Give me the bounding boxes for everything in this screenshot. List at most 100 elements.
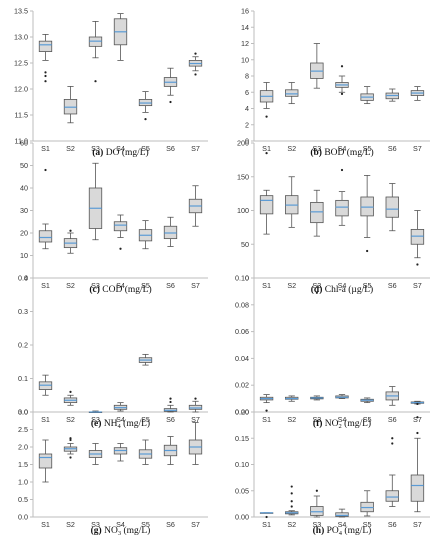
outlier-point	[416, 416, 419, 419]
outlier-point	[315, 489, 318, 492]
outlier-point	[265, 409, 268, 412]
outlier-point	[44, 80, 47, 83]
outlier-point	[119, 247, 122, 250]
outlier-point	[69, 456, 72, 459]
y-tick-label: 12.5	[14, 59, 28, 68]
x-tick-label: S1	[262, 520, 271, 529]
y-tick-label: 0	[24, 274, 28, 283]
x-tick-label: S2	[66, 520, 75, 529]
y-tick-label: 60	[20, 139, 28, 148]
caption-unit: (mg/L)	[342, 418, 371, 429]
caption-text: BOD (mg/L)	[324, 147, 373, 158]
x-tick-label: S6	[388, 281, 397, 290]
outlier-point	[44, 168, 47, 172]
outlier-point	[44, 74, 47, 78]
caption-subscript: 4	[339, 530, 343, 537]
y-tick-label: 0.4	[18, 274, 28, 283]
box	[310, 506, 324, 516]
outlier-point	[340, 65, 344, 68]
y-tick-label: 0.20	[235, 408, 249, 417]
x-tick-label: S5	[363, 520, 372, 529]
y-tick-label: 14	[241, 23, 249, 32]
x-tick-label: S3	[91, 520, 100, 529]
caption-unit: (mg/L)	[121, 418, 150, 429]
y-tick-label: 0.04	[235, 354, 249, 363]
x-tick-label: S5	[141, 415, 150, 424]
caption-subscript: 4	[118, 423, 122, 430]
y-tick-label: 11.0	[15, 137, 28, 146]
outlier-point	[69, 437, 72, 440]
outlier-point	[290, 485, 293, 488]
y-tick-label: 0.02	[235, 381, 249, 390]
box	[285, 89, 299, 97]
x-tick-label: S4	[116, 415, 125, 424]
x-tick-label: S6	[166, 281, 175, 290]
x-tick-label: S3	[312, 415, 321, 424]
caption-letter: (f)	[313, 418, 323, 429]
y-tick-label: 6	[245, 88, 249, 97]
y-tick-label: 12.0	[14, 85, 28, 94]
y-tick-label: 0.06	[235, 327, 249, 336]
outlier-point	[265, 152, 268, 155]
y-tick-label: 30	[20, 206, 28, 215]
x-tick-label: S2	[287, 415, 296, 424]
outlier-point	[169, 400, 172, 404]
caption-text: NH	[104, 419, 118, 429]
outlier-point	[169, 100, 172, 104]
caption-text: Chl-a (µg/L)	[325, 284, 373, 295]
outlier-point	[94, 80, 97, 83]
x-tick-label: S2	[66, 415, 75, 424]
outlier-point	[290, 505, 293, 508]
outlier-point	[169, 397, 172, 400]
x-tick-label: S6	[166, 520, 175, 529]
outlier-point	[194, 397, 197, 400]
x-tick-label: S3	[312, 281, 321, 290]
outlier-point	[416, 263, 419, 266]
chart-panel-a: 11.0 11.5 12.0 12.5 13.0 13.5 S1 S2 S3 S4 S5 S6 S7 (a…	[14, 7, 208, 158]
outlier-point	[69, 390, 72, 393]
box	[38, 40, 53, 52]
caption-text: PO	[327, 526, 339, 536]
y-tick-label: 16	[241, 7, 249, 16]
box	[335, 199, 349, 217]
y-tick-label: 150	[237, 172, 249, 181]
x-tick-label: S2	[287, 520, 296, 529]
caption-unit: (mg/L)	[121, 525, 150, 536]
x-tick-label: S7	[413, 415, 422, 424]
y-tick-label: 1.0	[18, 478, 28, 487]
y-tick-label: 0.05	[235, 486, 249, 495]
x-tick-label: S2	[66, 281, 75, 290]
x-tick-label: S5	[363, 415, 372, 424]
y-tick-label: 200	[237, 139, 249, 148]
x-tick-label: S5	[141, 281, 150, 290]
caption-letter: (d)	[311, 284, 323, 295]
y-tick-label: 0.5	[18, 495, 28, 504]
y-tick-label: 0	[245, 274, 249, 283]
x-tick-label: S1	[41, 520, 50, 529]
x-tick-label: S7	[191, 520, 200, 529]
outlier-point	[144, 118, 147, 121]
y-tick-label: 100	[237, 206, 249, 215]
chart-panel-c: 0 10 20 30 40 50 60 S1 S2 S3 S4 S5 S6 S7 (c) COD (mg/L…	[20, 139, 208, 295]
x-tick-label: S3	[91, 144, 100, 153]
outlier-point	[315, 291, 318, 294]
y-tick-label: 0.3	[18, 307, 28, 316]
y-tick-label: 50	[20, 161, 28, 170]
box	[410, 228, 425, 245]
x-tick-label: S1	[41, 415, 50, 424]
x-tick-label: S2	[287, 144, 296, 153]
caption-text: DO (mg/L)	[106, 147, 149, 158]
panel-caption: (e) NH4 (mg/L)	[91, 418, 150, 430]
box	[38, 230, 53, 243]
x-tick-label: S3	[91, 281, 100, 290]
y-tick-label: 40	[20, 184, 28, 193]
x-tick-label: S4	[338, 415, 347, 424]
x-tick-label: S7	[191, 281, 200, 290]
x-tick-label: S6	[388, 520, 397, 529]
x-tick-label: S6	[166, 144, 175, 153]
x-tick-label: S1	[262, 281, 271, 290]
y-tick-label: 2.0	[18, 443, 28, 452]
y-tick-label: 20	[20, 229, 28, 238]
outlier-point	[265, 515, 268, 519]
